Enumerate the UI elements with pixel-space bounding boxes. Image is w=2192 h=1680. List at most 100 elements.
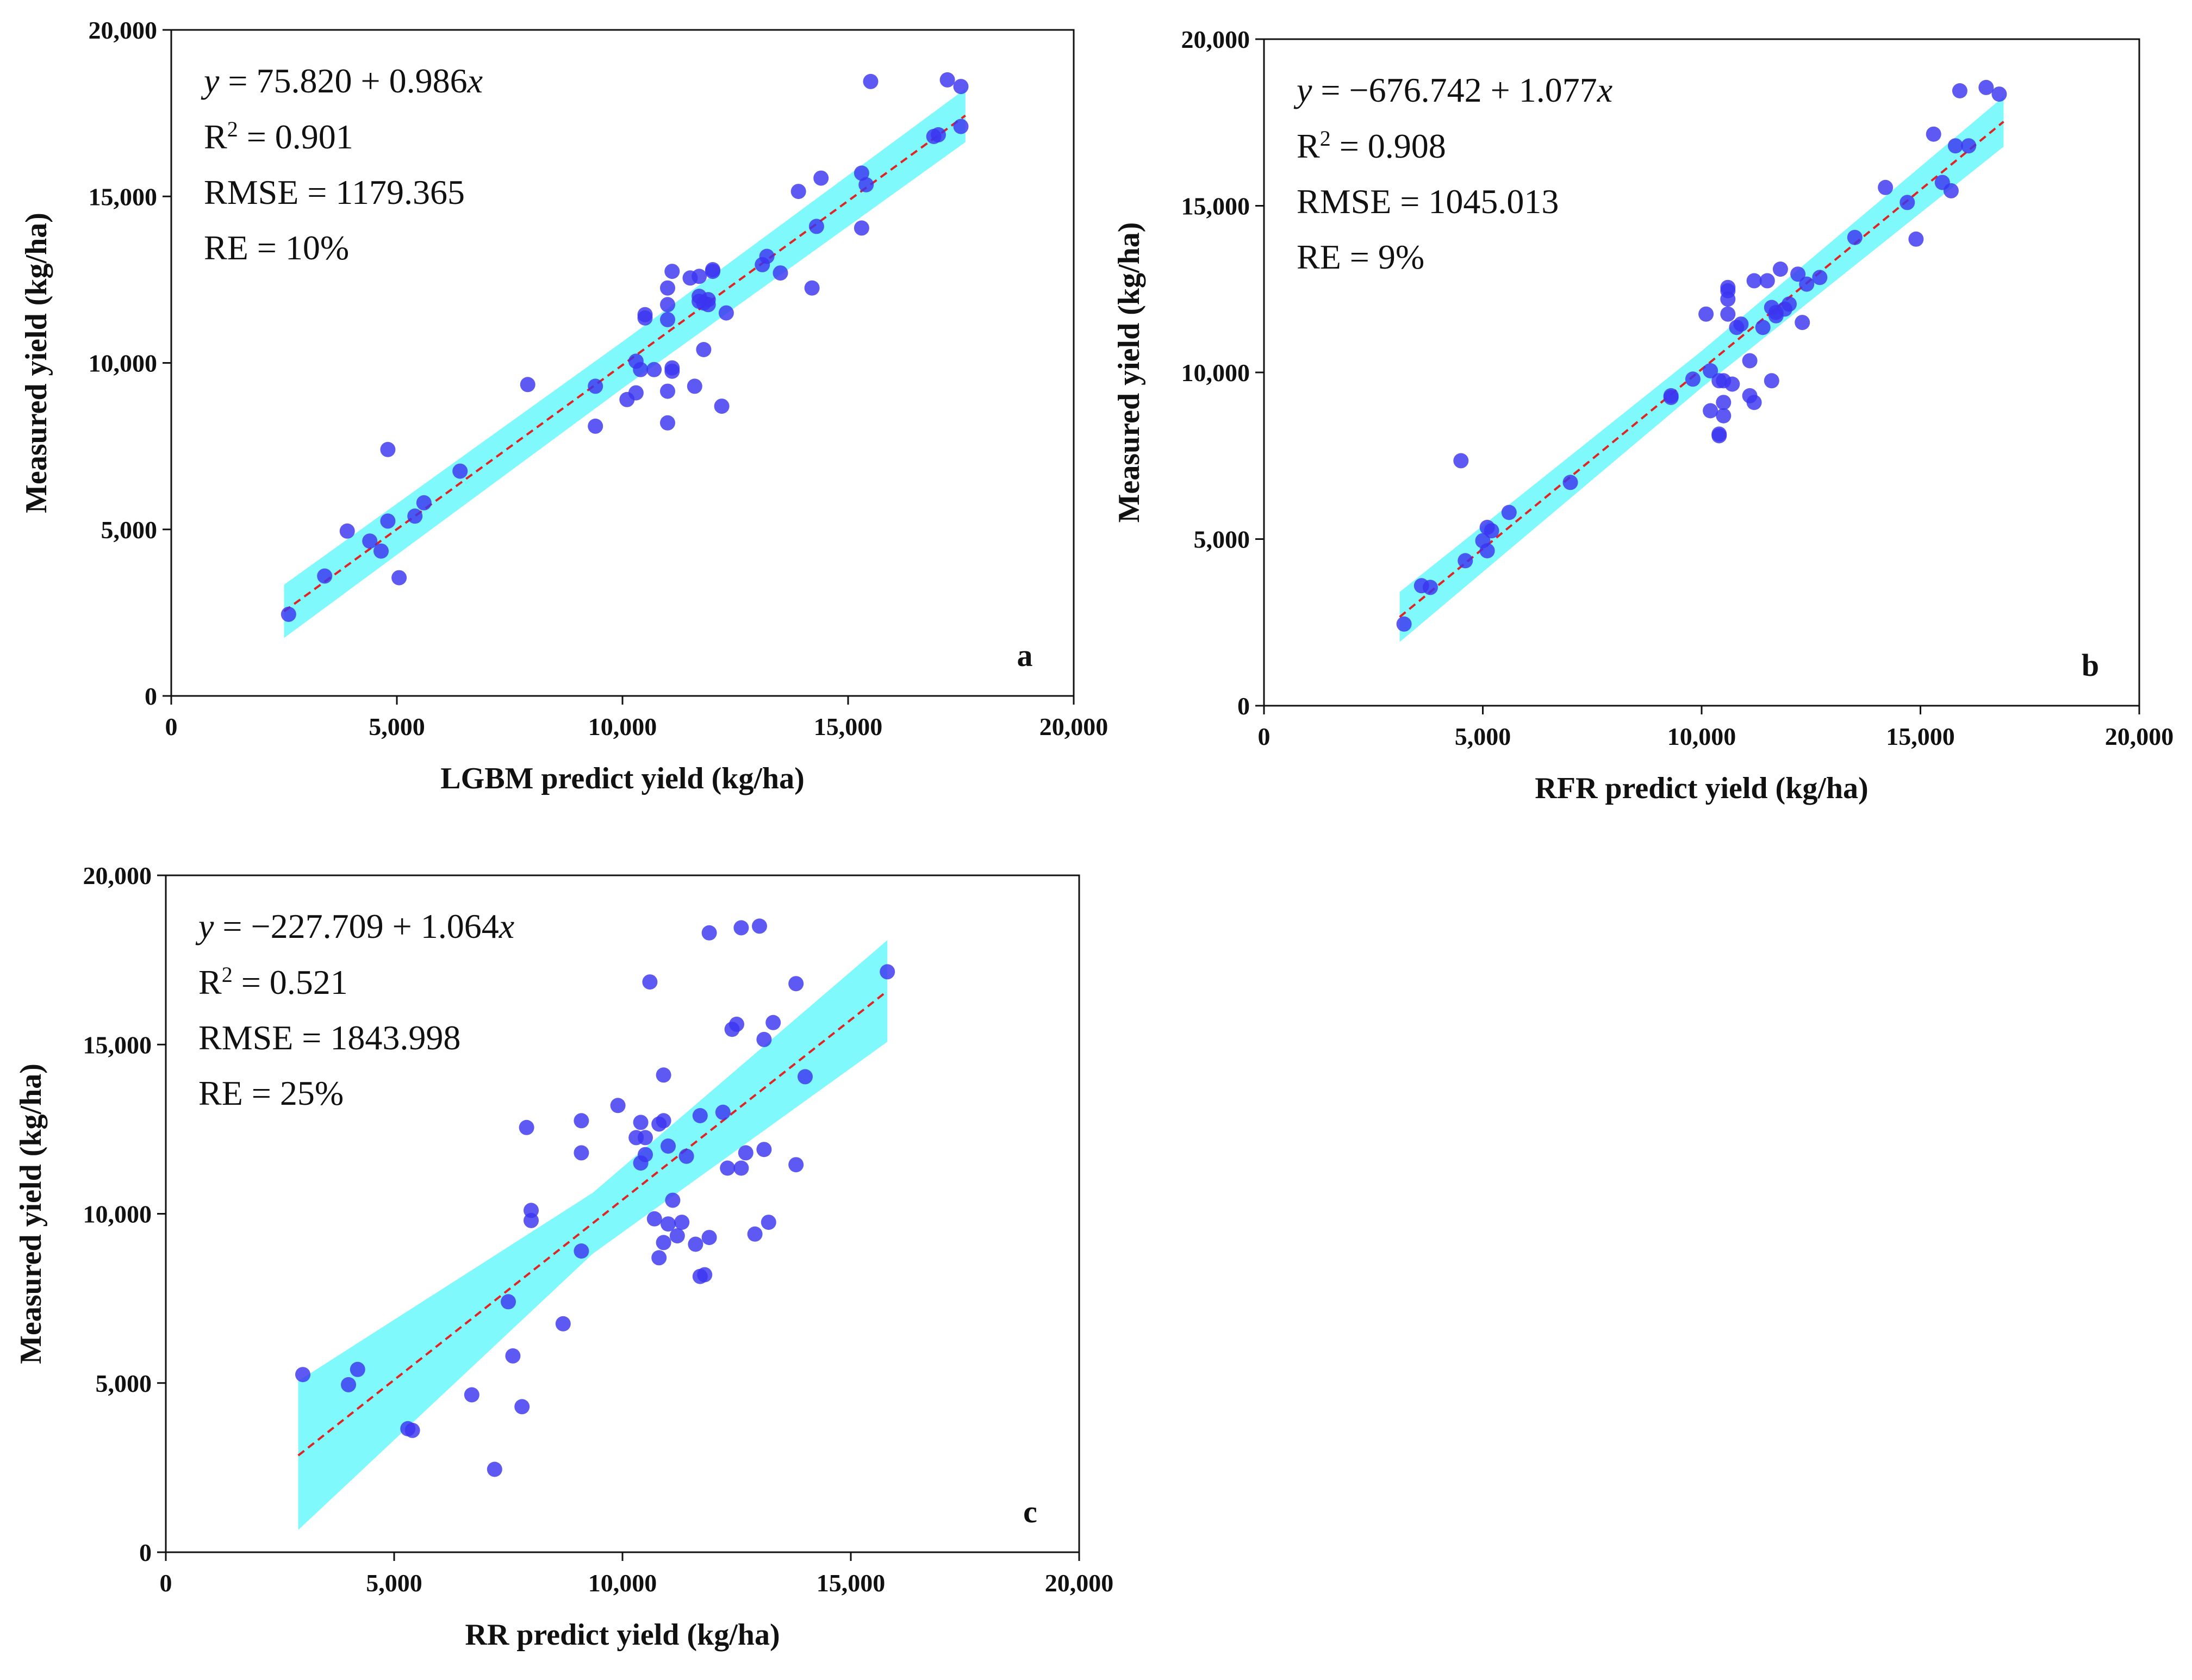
data-point — [524, 1212, 539, 1228]
data-point — [1772, 262, 1788, 277]
data-point — [1484, 523, 1499, 539]
r2-prefix: R — [204, 117, 227, 156]
fit-line — [283, 114, 966, 612]
data-point — [660, 312, 675, 327]
data-point — [1847, 229, 1863, 245]
data-point — [1685, 371, 1701, 387]
data-point — [555, 1316, 571, 1331]
data-point — [633, 1115, 649, 1130]
y-tick-label: 5,000 — [96, 1370, 152, 1397]
x-axis-title: RR predict yield (kg/ha) — [465, 1618, 780, 1652]
r2-value: = 0.908 — [1331, 127, 1446, 165]
y-tick-label: 15,000 — [83, 1031, 152, 1059]
data-point — [931, 127, 946, 142]
panel-label: b — [2082, 648, 2099, 683]
data-point — [720, 1160, 736, 1176]
data-point — [697, 1267, 713, 1283]
r-squared: R2 = 0.521 — [198, 962, 348, 1002]
data-point — [715, 1104, 731, 1120]
data-point — [1663, 388, 1679, 403]
data-point — [637, 310, 653, 326]
data-point — [700, 292, 716, 308]
data-point — [692, 1108, 708, 1123]
data-point — [1724, 376, 1740, 392]
data-point — [1759, 273, 1775, 289]
panel-a: 0 5,000 10,000 15,000 20,000 0 5,000 10,000 15,0… — [20, 16, 1108, 795]
r2-value: = 0.901 — [238, 117, 353, 156]
data-point — [464, 1387, 479, 1403]
data-point — [452, 463, 468, 479]
data-point — [1703, 403, 1718, 419]
points-group — [281, 72, 969, 622]
data-point — [761, 1215, 776, 1230]
data-point — [1755, 320, 1771, 335]
r-squared: R2 = 0.901 — [204, 117, 353, 157]
data-point — [1764, 373, 1779, 389]
data-point — [798, 1069, 813, 1085]
panel-c: 0 5,000 10,000 15,000 20,000 0 5,000 10,000 15,0… — [14, 862, 1113, 1652]
points-group — [1396, 79, 2007, 632]
data-point — [1422, 580, 1438, 595]
data-point — [688, 1236, 703, 1252]
data-point — [788, 1157, 804, 1173]
data-point — [295, 1367, 310, 1383]
x-tick-label: 5,000 — [366, 1569, 422, 1597]
data-point — [790, 184, 806, 200]
data-point — [1991, 86, 2007, 102]
data-point — [1716, 408, 1732, 424]
x-tick-label: 0 — [1258, 723, 1271, 750]
data-point — [1733, 316, 1749, 332]
data-point — [939, 72, 955, 88]
data-point — [416, 495, 432, 511]
y-axis-title: Measured yield (kg/ha) — [20, 213, 53, 513]
equation-y-var: y — [201, 61, 220, 100]
points-group — [295, 918, 895, 1477]
y-tick-label: 10,000 — [1181, 359, 1250, 387]
data-point — [678, 1148, 694, 1164]
equation-body: = 75.820 + 0.986 — [219, 61, 467, 100]
data-point — [701, 925, 717, 941]
data-point — [953, 79, 969, 95]
relative-error: RE = 10% — [204, 228, 349, 267]
data-point — [1790, 266, 1806, 282]
data-point — [858, 177, 874, 192]
data-point — [1703, 363, 1718, 378]
relative-error: RE = 9% — [1297, 238, 1424, 276]
axis-ticks — [1255, 38, 2140, 714]
rmse: RMSE = 1045.013 — [1297, 182, 1559, 221]
data-point — [660, 383, 675, 399]
x-tick-label: 20,000 — [1045, 1569, 1114, 1597]
data-point — [574, 1145, 589, 1161]
equation-x-var: x — [467, 61, 483, 100]
data-point — [638, 1130, 653, 1146]
y-tick-label: 5,000 — [101, 516, 158, 544]
data-point — [519, 1119, 534, 1135]
y-tick-label: 5,000 — [1194, 526, 1250, 553]
confidence-band — [284, 89, 966, 638]
regression-equation: y = −676.742 + 1.077x — [1293, 71, 1612, 109]
tick-labels: 0 5,000 10,000 15,000 20,000 0 5,000 10,000 15,0… — [83, 862, 1114, 1597]
data-point — [487, 1461, 502, 1477]
data-point — [350, 1361, 365, 1377]
data-point — [281, 606, 296, 622]
data-point — [1926, 126, 1941, 142]
data-point — [1812, 270, 1828, 285]
y-tick-label: 10,000 — [83, 1200, 152, 1228]
data-point — [788, 976, 804, 992]
data-point — [341, 1377, 356, 1392]
data-point — [1720, 291, 1736, 307]
y-tick-label: 15,000 — [89, 183, 158, 210]
equation-y-var: y — [1293, 71, 1312, 109]
data-point — [718, 305, 734, 321]
data-point — [1458, 553, 1473, 569]
tick-labels: 0 5,000 10,000 15,000 20,000 0 5,000 10,000 15,0… — [1181, 26, 2174, 750]
data-point — [656, 1067, 671, 1083]
data-point — [669, 1228, 685, 1243]
data-point — [1720, 306, 1736, 322]
regression-equation: y = −227.709 + 1.064x — [195, 907, 514, 945]
data-point — [628, 353, 644, 369]
data-point — [854, 165, 869, 181]
x-tick-label: 0 — [165, 713, 178, 741]
equation-x-var: x — [499, 907, 514, 945]
